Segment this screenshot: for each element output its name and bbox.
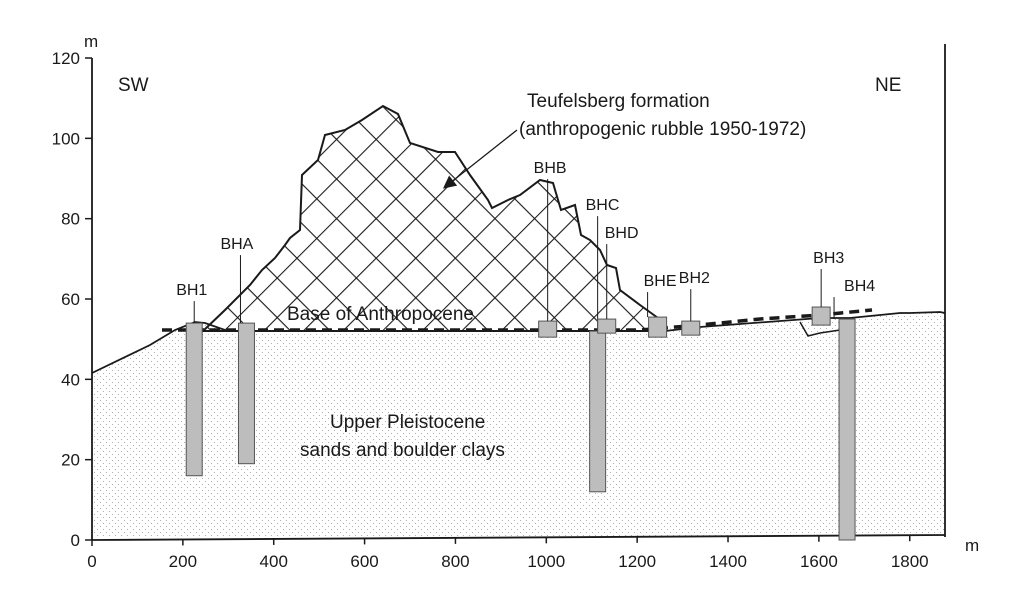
borehole-bhe	[648, 316, 668, 338]
pleistocene-body	[92, 312, 945, 538]
borehole-bhc	[589, 330, 607, 493]
y-tick-label: 0	[71, 531, 80, 550]
base-of-anthropocene-label: Base of Anthropocene	[287, 304, 474, 325]
borehole-label: BH2	[679, 270, 710, 287]
direction-ne: NE	[875, 75, 901, 96]
pleistocene-label-line2: sands and boulder clays	[300, 440, 505, 461]
borehole-label: BH4	[844, 278, 875, 295]
y-tick-label: 20	[61, 451, 80, 470]
borehole-label: BHE	[644, 273, 677, 290]
borehole-bh4	[838, 318, 856, 541]
direction-sw: SW	[118, 75, 149, 96]
x-tick-label: 1800	[891, 552, 929, 571]
formation-label-line1: Teufelsberg formation	[527, 91, 710, 112]
borehole-bh2	[681, 320, 701, 336]
x-tick-label: 1600	[800, 552, 838, 571]
borehole-label: BHC	[586, 197, 620, 214]
borehole-label: BHA	[220, 236, 253, 253]
x-tick-label: 1400	[709, 552, 747, 571]
pleistocene-label-line1: Upper Pleistocene	[330, 412, 485, 433]
x-tick-label: 0	[87, 552, 96, 571]
y-tick-label: 60	[61, 290, 80, 309]
base-of-anthropocene-line	[162, 308, 873, 332]
borehole-label: BH1	[176, 282, 207, 299]
y-tick-label: 80	[61, 210, 80, 229]
y-axis-unit: m	[84, 32, 98, 51]
x-tick-label: 600	[350, 552, 378, 571]
x-tick-label: 800	[441, 552, 469, 571]
x-tick-label: 200	[169, 552, 197, 571]
x-axis-unit: m	[965, 536, 979, 555]
formation-label-line2: (anthropogenic rubble 1950-1972)	[519, 119, 806, 140]
formation-arrow	[442, 129, 518, 189]
y-tick-label: 100	[52, 129, 80, 148]
borehole-bh1	[185, 322, 203, 477]
ground-surface-line	[91, 311, 946, 374]
borehole-bhd	[597, 318, 617, 334]
borehole-bh3	[811, 306, 831, 326]
x-tick-label: 1000	[527, 552, 565, 571]
x-tick-label: 1200	[618, 552, 656, 571]
borehole-label: BHB	[534, 160, 567, 177]
x-tick-label: 400	[260, 552, 288, 571]
y-tick-label: 40	[61, 370, 80, 389]
borehole-bha	[237, 322, 255, 465]
x-axis-line	[91, 534, 946, 541]
borehole-label: BHD	[605, 225, 639, 242]
y-tick-label: 120	[52, 49, 80, 68]
borehole-label: BH3	[813, 250, 844, 267]
borehole-bhb	[538, 320, 558, 338]
